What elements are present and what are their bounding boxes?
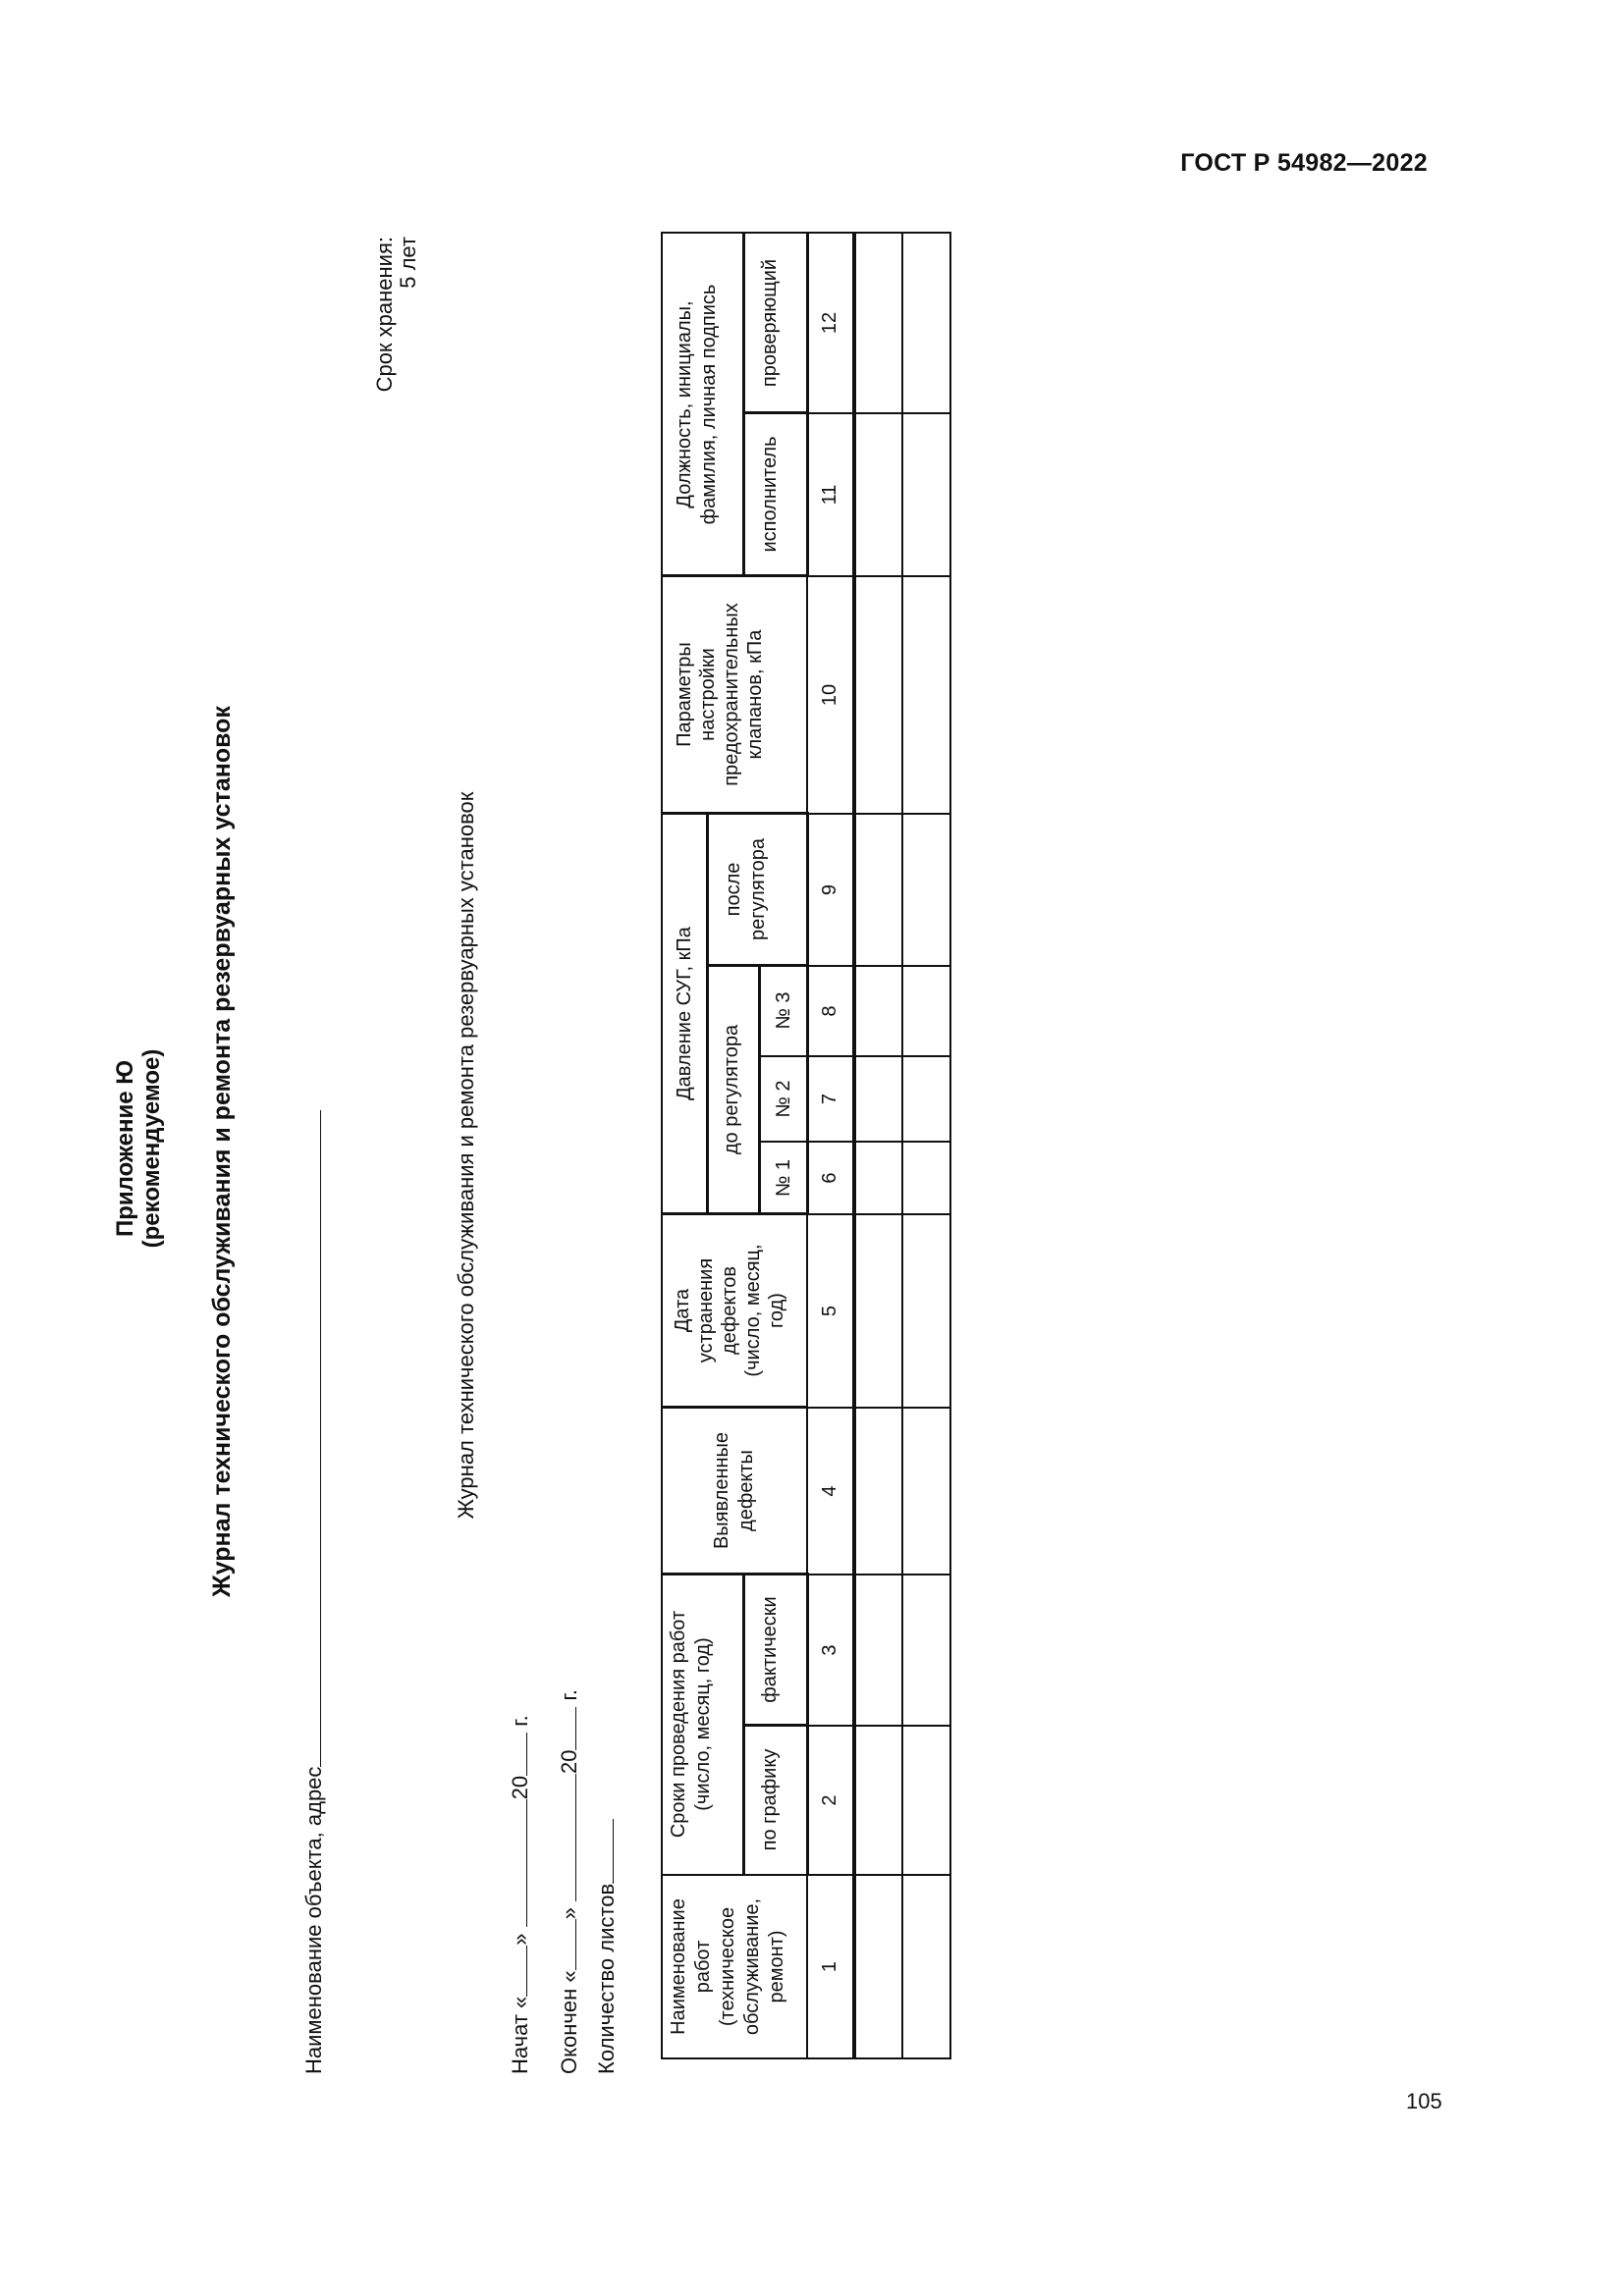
column-number-cell: 12 xyxy=(806,232,854,414)
header-regulator-2: № 2 xyxy=(758,1055,809,1143)
table-cell[interactable] xyxy=(854,575,903,815)
header-pressure: Давление СУГ, кПа xyxy=(661,812,709,1215)
header-regulator-1: № 1 xyxy=(758,1141,809,1215)
appendix-heading: Приложение Ю (рекомендуемое) xyxy=(112,854,165,1443)
finished-century: 20 xyxy=(557,1749,581,1775)
header-work-name: Наименование работ (техническое обслужив… xyxy=(661,1874,808,2059)
header-after-regulator: после регулятора xyxy=(706,812,809,967)
column-number-cell: 11 xyxy=(806,412,854,577)
page-number: 105 xyxy=(1406,2089,1442,2113)
header-terms: Сроки проведения работ (число, месяц, го… xyxy=(661,1573,745,1876)
column-number-cell: 9 xyxy=(806,813,854,967)
table-cell[interactable] xyxy=(854,1213,903,1409)
header-inspector: проверяющий xyxy=(742,232,809,414)
column-number-cell: 2 xyxy=(806,1725,854,1876)
table-cell[interactable] xyxy=(854,1407,903,1575)
table-cell[interactable] xyxy=(854,232,903,414)
table-cell[interactable] xyxy=(854,1874,903,2059)
column-number-cell: 4 xyxy=(806,1407,854,1575)
column-number-cell: 3 xyxy=(806,1574,854,1727)
finished-month-blank[interactable] xyxy=(556,1774,576,1902)
appendix-title: Приложение Ю xyxy=(112,1060,138,1237)
column-number-cell: 1 xyxy=(806,1874,854,2059)
appendix-status: (рекомендуемое) xyxy=(138,1048,165,1249)
object-name-field: Наименование объекта, адрес xyxy=(300,1109,327,2074)
column-number-cell: 10 xyxy=(806,575,854,815)
table-cell[interactable] xyxy=(901,1141,951,1215)
finished-field: Окончен « » 20 г. xyxy=(556,1689,582,2074)
header-valve-params: Параметры настройки предохранительных кл… xyxy=(661,574,808,815)
object-name-blank[interactable] xyxy=(300,1109,321,1767)
maintenance-journal-table: Наименование работ (техническое обслужив… xyxy=(661,232,951,2059)
started-year-suffix: г. xyxy=(508,1715,532,1727)
table-cell[interactable] xyxy=(901,1725,951,1876)
finished-label: Окончен « xyxy=(557,1970,581,2074)
object-name-label: Наименование объекта, адрес xyxy=(301,1766,326,2074)
started-label: Начат « xyxy=(508,1996,532,2074)
header-defects: Выявленные дефекты xyxy=(661,1406,808,1575)
column-number-cell: 5 xyxy=(806,1213,854,1409)
column-number-cell: 8 xyxy=(806,965,854,1057)
table-cell[interactable] xyxy=(901,813,951,967)
header-position: Должность, инициалы, фамилия, личная под… xyxy=(661,232,745,577)
finished-year-suffix: г. xyxy=(557,1688,581,1701)
table-cell[interactable] xyxy=(854,1141,903,1215)
header-by-schedule: по графику xyxy=(742,1724,809,1876)
header-regulator-3: № 3 xyxy=(758,964,809,1057)
table-cell[interactable] xyxy=(854,1055,903,1143)
sheets-count-blank[interactable] xyxy=(593,1818,614,1884)
started-year-blank[interactable] xyxy=(507,1732,527,1776)
sheets-count-label: Количество листов xyxy=(594,1883,619,2074)
header-before-regulator: до регулятора xyxy=(706,964,761,1215)
finished-day-blank[interactable] xyxy=(556,1919,576,1971)
table-cell[interactable] xyxy=(854,1574,903,1727)
started-field: Начат « » 20 г. xyxy=(507,1715,533,2074)
table-cell[interactable] xyxy=(901,232,951,414)
table-cell[interactable] xyxy=(901,965,951,1057)
table-cell[interactable] xyxy=(854,412,903,577)
header-executor: исполнитель xyxy=(742,411,809,577)
table-cell[interactable] xyxy=(901,575,951,815)
column-number-cell: 7 xyxy=(806,1055,854,1143)
table-cell[interactable] xyxy=(901,412,951,577)
table-cell[interactable] xyxy=(901,1213,951,1409)
table-cell[interactable] xyxy=(901,1407,951,1575)
standard-number: ГОСТ Р 54982—2022 xyxy=(1180,149,1428,177)
retention-value: 5 лет xyxy=(396,237,420,289)
table-cell[interactable] xyxy=(854,965,903,1057)
table-cell[interactable] xyxy=(854,813,903,967)
column-number-cell: 6 xyxy=(806,1141,854,1215)
retention-period: Срок хранения: 5 лет xyxy=(372,237,420,531)
sheets-count-field: Количество листов xyxy=(593,1818,620,2074)
journal-subtitle: Журнал технического обслуживания и ремон… xyxy=(454,791,478,1520)
header-fix-date: Дата устранения дефектов (число, месяц, … xyxy=(661,1212,808,1409)
table-cell[interactable] xyxy=(854,1725,903,1876)
started-day-blank[interactable] xyxy=(507,1945,527,1997)
header-actual: фактически xyxy=(742,1573,809,1727)
started-century: 20 xyxy=(508,1775,532,1800)
table-cell[interactable] xyxy=(901,1055,951,1143)
document-title: Журнал технического обслуживания и ремон… xyxy=(208,706,236,1597)
finished-quote: » xyxy=(557,1907,581,1920)
started-quote: » xyxy=(508,1933,532,1946)
table-cell[interactable] xyxy=(901,1874,951,2059)
retention-label: Срок хранения: xyxy=(372,237,397,393)
finished-year-blank[interactable] xyxy=(556,1706,576,1750)
table-cell[interactable] xyxy=(901,1574,951,1727)
started-month-blank[interactable] xyxy=(507,1799,527,1928)
